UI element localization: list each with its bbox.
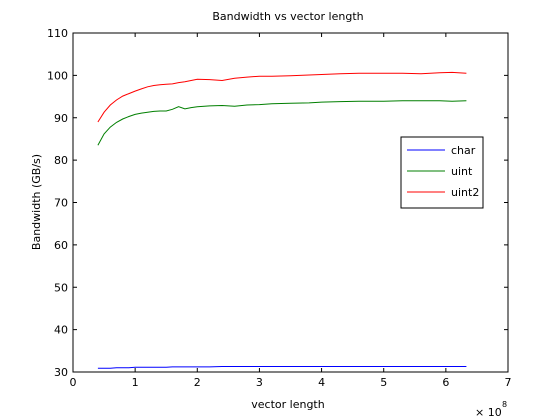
x-tick-label: 6 — [442, 376, 449, 389]
y-tick-label: 110 — [47, 27, 68, 40]
y-tick-label: 50 — [54, 281, 68, 294]
y-tick-label: 30 — [54, 366, 68, 379]
x-tick-label: 4 — [318, 376, 325, 389]
y-axis: 30 40 50 60 70 80 90 100 110 — [47, 27, 508, 379]
legend: char uint uint2 — [400, 136, 484, 209]
x-tick-label: 7 — [505, 376, 512, 389]
y-tick-label: 70 — [54, 197, 68, 210]
x-axis: 0 1 2 3 4 5 6 7 — [70, 33, 512, 389]
series-line-char — [97, 366, 467, 369]
series-lines — [97, 71, 467, 369]
x-tick-label: 1 — [132, 376, 139, 389]
legend-label-char: char — [451, 144, 476, 157]
y-tick-label: 80 — [54, 154, 68, 167]
y-axis-label: Bandwidth (GB/s) — [30, 154, 43, 250]
x-tick-label: 2 — [194, 376, 201, 389]
x-axis-multiplier: × 10 — [475, 406, 502, 419]
chart-title: Bandwidth vs vector length — [212, 10, 363, 23]
y-tick-label: 90 — [54, 112, 68, 125]
y-tick-label: 60 — [54, 239, 68, 252]
y-tick-label: 100 — [47, 69, 68, 82]
legend-label-uint: uint — [451, 165, 473, 178]
series-line-uint2 — [97, 71, 467, 123]
x-tick-label: 5 — [380, 376, 387, 389]
series-line-uint — [97, 100, 467, 146]
legend-label-uint2: uint2 — [451, 186, 479, 199]
legend-box — [400, 136, 484, 209]
x-tick-label: 0 — [70, 376, 77, 389]
y-tick-label: 40 — [54, 324, 68, 337]
x-axis-multiplier-exponent: 8 — [502, 400, 507, 409]
x-tick-label: 3 — [256, 376, 263, 389]
x-axis-label: vector length — [251, 398, 324, 411]
